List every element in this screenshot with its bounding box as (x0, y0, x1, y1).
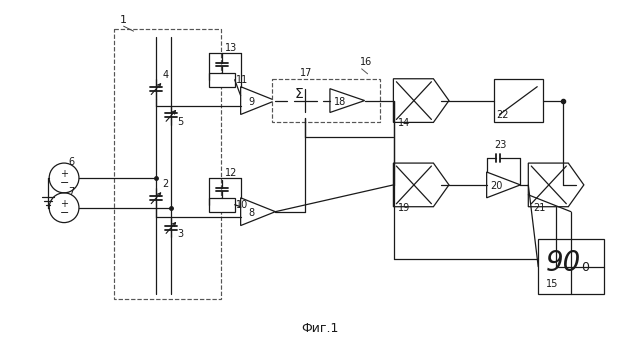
Text: 18: 18 (334, 97, 346, 107)
Text: −: − (60, 208, 68, 218)
Bar (114, 29, 221, 299)
Text: 5: 5 (177, 117, 184, 127)
Text: 90: 90 (546, 249, 581, 277)
Text: −: − (60, 178, 68, 188)
Text: 11: 11 (236, 75, 248, 85)
Bar (273, 79, 380, 122)
Text: 1: 1 (120, 15, 127, 25)
Text: 9: 9 (248, 97, 254, 107)
Text: Фиг.1: Фиг.1 (301, 322, 339, 335)
Text: 23: 23 (495, 140, 507, 150)
Text: 13: 13 (225, 43, 237, 53)
Text: +: + (60, 199, 68, 209)
Text: 16: 16 (360, 57, 372, 67)
Text: 14: 14 (398, 118, 411, 128)
Text: 8: 8 (248, 208, 254, 218)
Text: 0: 0 (581, 261, 589, 274)
Bar (538, 239, 604, 294)
Bar (493, 79, 543, 122)
Text: 20: 20 (491, 181, 503, 191)
Text: 3: 3 (177, 229, 183, 239)
Text: 12: 12 (225, 168, 237, 178)
Text: $\Sigma$: $\Sigma$ (294, 87, 304, 101)
Text: 4: 4 (163, 70, 168, 80)
Text: 17: 17 (300, 68, 312, 78)
Text: 2: 2 (163, 179, 168, 189)
Bar (209, 73, 235, 87)
Bar (209, 198, 235, 212)
Text: +: + (60, 169, 68, 179)
Text: 6: 6 (68, 157, 74, 167)
Text: 21: 21 (533, 203, 546, 213)
Text: 19: 19 (398, 203, 411, 213)
Text: 15: 15 (546, 279, 559, 289)
Text: 22: 22 (497, 110, 509, 120)
Text: 10: 10 (236, 200, 248, 210)
Text: 7: 7 (68, 187, 74, 197)
